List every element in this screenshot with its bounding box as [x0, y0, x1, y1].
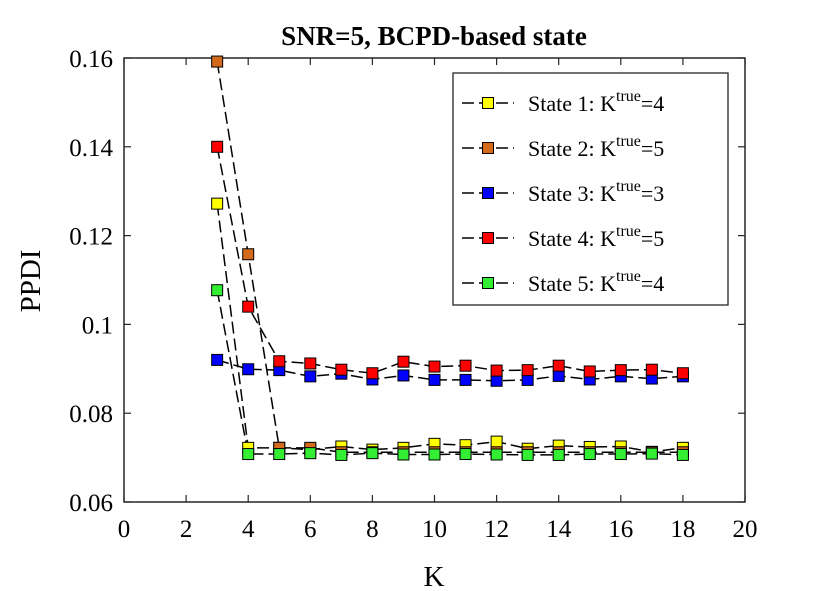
data-point-series-3: [428, 373, 441, 386]
data-point-series-4: [490, 364, 503, 377]
legend-entry-superscript: true: [616, 223, 641, 240]
data-point-series-2: [242, 248, 255, 261]
data-point-series-3: [304, 370, 317, 383]
y-tick-label: 0.06: [69, 490, 113, 517]
legend-entry-superscript: true: [616, 268, 641, 285]
legend-marker: [482, 97, 494, 109]
legend-entry-superscript: true: [616, 178, 641, 195]
x-tick-label: 12: [484, 516, 509, 543]
data-point-series-5: [676, 448, 689, 461]
x-tick-label: 6: [304, 516, 317, 543]
legend-entry-superscript: true: [616, 88, 641, 105]
series-line-5: [216, 290, 683, 456]
y-tick-label: 0.08: [69, 401, 113, 428]
data-point-series-4: [614, 364, 627, 377]
chart-title: SNR=5, BCPD-based state: [281, 21, 587, 51]
legend-entry-prefix: State 2: K: [528, 136, 616, 161]
data-point-series-5: [397, 448, 410, 461]
data-point-series-5: [211, 284, 224, 297]
legend-entry-suffix: =5: [641, 136, 664, 161]
legend-entry-suffix: =4: [641, 271, 664, 296]
y-tick-label: 0.1: [82, 312, 113, 339]
data-point-series-5: [366, 447, 379, 460]
legend-entry-prefix: State 1: K: [528, 91, 616, 116]
legend-box: [452, 72, 729, 306]
x-tick-label: 10: [422, 516, 447, 543]
data-point-series-5: [614, 448, 627, 461]
legend-marker: [482, 232, 494, 244]
data-point-series-4: [676, 367, 689, 380]
data-point-series-4: [521, 364, 534, 377]
legend-marker: [482, 187, 494, 199]
data-point-series-4: [211, 140, 224, 153]
data-point-series-4: [242, 300, 255, 313]
data-point-series-5: [583, 448, 596, 461]
data-point-series-4: [428, 360, 441, 373]
data-point-series-5: [242, 448, 255, 461]
data-point-series-3: [552, 369, 565, 382]
x-tick-label: 18: [670, 516, 695, 543]
data-point-series-5: [521, 448, 534, 461]
y-tick-label: 0.14: [69, 135, 113, 162]
legend-entry: State 3: Ktrue=3: [528, 178, 664, 206]
legend-entry-suffix: =5: [641, 226, 664, 251]
y-tick-label: 0.16: [69, 46, 113, 73]
data-point-series-5: [304, 447, 317, 460]
data-point-series-4: [366, 367, 379, 380]
legend-entry: State 1: Ktrue=4: [528, 88, 664, 116]
x-tick-label: 16: [608, 516, 633, 543]
data-point-series-4: [273, 355, 286, 368]
legend-entry: State 2: Ktrue=5: [528, 133, 664, 161]
legend-entry: State 4: Ktrue=5: [528, 223, 664, 251]
x-tick-label: 2: [180, 516, 193, 543]
data-point-series-3: [459, 373, 472, 386]
data-point-series-1: [211, 197, 224, 210]
legend-entry-suffix: =4: [641, 91, 664, 116]
x-tick-label: 20: [733, 516, 758, 543]
legend-entry-prefix: State 3: K: [528, 181, 616, 206]
series-line-3: [216, 359, 683, 382]
series-line-2: [216, 61, 683, 454]
data-point-series-1: [490, 435, 503, 448]
data-point-series-3: [242, 363, 255, 376]
legend-marker: [482, 277, 494, 289]
plot-area: 0 2 4 6 8 10 12 14 16 18 20 0.06 0.08 0.1 0.12 0.14 0.16: [69, 46, 757, 543]
legend-entry-prefix: State 5: K: [528, 271, 616, 296]
x-tick-label: 14: [546, 516, 572, 543]
data-point-series-4: [335, 363, 348, 376]
data-point-series-5: [459, 448, 472, 461]
legend-entry-suffix: =3: [641, 181, 664, 206]
x-axis-label: K: [424, 561, 445, 591]
data-point-series-5: [645, 447, 658, 460]
data-point-series-5: [552, 448, 565, 461]
series-line-4: [216, 146, 683, 375]
data-point-series-5: [428, 448, 441, 461]
legend-entry-superscript: true: [616, 133, 641, 150]
data-point-series-4: [645, 363, 658, 376]
y-axis-label: PPDI: [15, 250, 47, 313]
data-point-series-3: [211, 353, 224, 366]
data-point-series-5: [490, 448, 503, 461]
legend-entry: State 5: Ktrue=4: [528, 268, 664, 296]
x-tick-label: 0: [118, 516, 131, 543]
data-point-series-2: [211, 55, 224, 68]
data-point-series-4: [304, 357, 317, 370]
data-point-series-4: [459, 359, 472, 372]
data-point-series-3: [397, 369, 410, 382]
data-point-series-5: [273, 448, 286, 461]
x-tick-label: 4: [242, 516, 255, 543]
data-point-series-4: [552, 359, 565, 372]
legend-entry-prefix: State 4: K: [528, 226, 616, 251]
series-line-1: [216, 203, 683, 453]
legend-marker: [482, 142, 494, 154]
data-point-series-4: [583, 365, 596, 378]
data-point-series-3: [490, 374, 503, 387]
x-tick-label: 8: [366, 516, 379, 543]
y-tick-label: 0.12: [69, 224, 113, 251]
data-point-series-5: [335, 448, 348, 461]
data-point-series-4: [397, 355, 410, 368]
